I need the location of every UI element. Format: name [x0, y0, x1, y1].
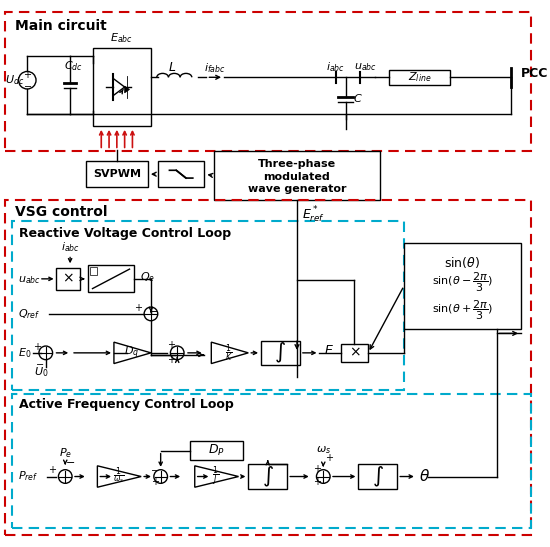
FancyBboxPatch shape: [90, 267, 97, 275]
FancyBboxPatch shape: [359, 464, 397, 489]
Text: $Q_{ref}$: $Q_{ref}$: [18, 307, 40, 321]
Text: SVPWM: SVPWM: [93, 169, 141, 179]
FancyBboxPatch shape: [341, 344, 368, 362]
Text: $\sin(\theta-\dfrac{2\pi}{3})$: $\sin(\theta-\dfrac{2\pi}{3})$: [432, 271, 493, 294]
Text: $E_{abc}$: $E_{abc}$: [110, 31, 133, 45]
Text: Reactive Voltage Control Loop: Reactive Voltage Control Loop: [19, 226, 232, 240]
FancyBboxPatch shape: [214, 152, 380, 200]
Text: $D_P$: $D_P$: [208, 443, 225, 458]
Text: +: +: [325, 453, 333, 463]
Text: +: +: [23, 71, 31, 80]
Text: $\frac{1}{J}$: $\frac{1}{J}$: [212, 464, 219, 488]
Text: +: +: [48, 465, 56, 475]
Text: $i_{abc}$: $i_{abc}$: [327, 61, 345, 74]
Text: $\omega_s$: $\omega_s$: [316, 444, 331, 456]
Text: L: L: [169, 61, 176, 74]
Text: +: +: [314, 478, 321, 487]
FancyBboxPatch shape: [92, 48, 151, 126]
Text: VSG control: VSG control: [15, 205, 107, 219]
Text: $\times$: $\times$: [349, 346, 360, 360]
Text: $U_0$: $U_0$: [34, 365, 48, 379]
FancyBboxPatch shape: [87, 265, 134, 293]
Text: +: +: [134, 303, 142, 313]
Text: $D_q$: $D_q$: [124, 345, 139, 361]
Text: +: +: [167, 354, 175, 365]
Text: $Z_{line}$: $Z_{line}$: [408, 71, 431, 84]
Text: $U_{dc}$: $U_{dc}$: [5, 73, 24, 87]
Text: $P_{ref}$: $P_{ref}$: [18, 470, 38, 484]
FancyBboxPatch shape: [158, 161, 205, 187]
Text: $u_{abc}$: $u_{abc}$: [354, 62, 377, 73]
Polygon shape: [125, 86, 129, 93]
Text: $-$: $-$: [23, 80, 32, 90]
Text: $E_0$: $E_0$: [18, 346, 31, 360]
Text: Main circuit: Main circuit: [15, 19, 106, 33]
Text: $\sin(\theta+\dfrac{2\pi}{3})$: $\sin(\theta+\dfrac{2\pi}{3})$: [432, 298, 493, 322]
Text: $\theta$: $\theta$: [419, 468, 430, 484]
Text: $-$: $-$: [148, 305, 158, 315]
Text: $\int$: $\int$: [372, 464, 384, 488]
Text: $P_e$: $P_e$: [59, 446, 72, 460]
Text: +: +: [314, 464, 321, 474]
Text: $\frac{1}{\omega_s}$: $\frac{1}{\omega_s}$: [113, 466, 124, 487]
Text: Three-phase: Three-phase: [258, 159, 336, 169]
FancyBboxPatch shape: [389, 69, 450, 85]
FancyBboxPatch shape: [190, 441, 244, 460]
Text: $\times$: $\times$: [62, 272, 74, 286]
Text: $\sin(\theta)$: $\sin(\theta)$: [444, 255, 481, 270]
FancyBboxPatch shape: [261, 341, 300, 364]
Text: $i_{abc}$: $i_{abc}$: [60, 240, 80, 254]
Text: modulated: modulated: [263, 172, 331, 182]
Text: +: +: [33, 342, 41, 352]
Text: +: +: [151, 478, 159, 487]
FancyBboxPatch shape: [86, 161, 148, 187]
Text: $\int$: $\int$: [274, 341, 287, 365]
FancyBboxPatch shape: [57, 268, 80, 289]
Text: +: +: [167, 340, 175, 350]
Text: $Q_e$: $Q_e$: [140, 270, 156, 284]
Text: $-$: $-$: [35, 358, 45, 368]
Text: $\int$: $\int$: [262, 464, 274, 488]
Text: $i_{fabc}$: $i_{fabc}$: [205, 62, 226, 75]
Text: $\frac{1}{K}$: $\frac{1}{K}$: [226, 342, 233, 364]
Text: $C_{dc}$: $C_{dc}$: [64, 59, 82, 73]
Text: $-$: $-$: [65, 456, 75, 466]
Text: $E^*_{ref}$: $E^*_{ref}$: [302, 205, 325, 225]
Text: C: C: [354, 94, 361, 104]
Text: wave generator: wave generator: [248, 184, 346, 194]
Text: $u_{abc}$: $u_{abc}$: [18, 274, 41, 286]
FancyBboxPatch shape: [404, 243, 521, 329]
Text: E: E: [324, 345, 332, 357]
Text: PCC: PCC: [521, 67, 548, 80]
Text: Active Frequency Control Loop: Active Frequency Control Loop: [19, 398, 234, 411]
FancyBboxPatch shape: [248, 464, 287, 489]
Text: $-$: $-$: [150, 464, 159, 474]
